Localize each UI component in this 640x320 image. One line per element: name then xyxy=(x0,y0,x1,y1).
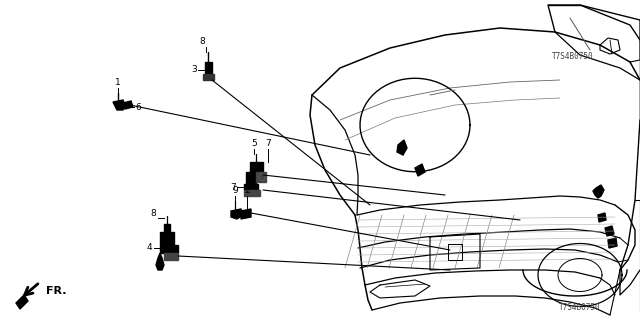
Polygon shape xyxy=(16,295,28,309)
Text: T7S4B0750: T7S4B0750 xyxy=(559,303,601,313)
Polygon shape xyxy=(123,101,133,109)
Polygon shape xyxy=(415,164,425,176)
Polygon shape xyxy=(241,209,251,219)
Text: 8: 8 xyxy=(150,209,156,218)
Polygon shape xyxy=(203,74,214,80)
Text: T7S4B0750: T7S4B0750 xyxy=(552,52,594,61)
Polygon shape xyxy=(205,62,212,74)
Text: 6: 6 xyxy=(135,102,141,111)
Text: 4: 4 xyxy=(147,244,152,252)
Polygon shape xyxy=(593,185,604,198)
Text: FR.: FR. xyxy=(46,286,67,296)
Text: 8: 8 xyxy=(199,37,205,46)
Polygon shape xyxy=(164,224,170,232)
Polygon shape xyxy=(256,172,266,182)
Polygon shape xyxy=(244,190,260,196)
Text: 7: 7 xyxy=(230,182,236,191)
Polygon shape xyxy=(246,172,256,184)
Polygon shape xyxy=(113,100,125,110)
Polygon shape xyxy=(397,140,407,155)
Polygon shape xyxy=(244,184,258,190)
Polygon shape xyxy=(605,226,614,236)
Text: 1: 1 xyxy=(115,78,121,87)
Polygon shape xyxy=(164,253,178,260)
Text: 2: 2 xyxy=(244,186,250,195)
Text: 7: 7 xyxy=(265,139,271,148)
Polygon shape xyxy=(608,238,617,248)
Polygon shape xyxy=(250,162,263,172)
Text: 5: 5 xyxy=(251,139,257,148)
Polygon shape xyxy=(231,209,243,219)
Polygon shape xyxy=(160,232,174,245)
Text: 3: 3 xyxy=(191,66,197,75)
Polygon shape xyxy=(160,245,178,253)
Polygon shape xyxy=(156,253,164,270)
Text: 9: 9 xyxy=(232,186,238,195)
Polygon shape xyxy=(598,213,606,222)
